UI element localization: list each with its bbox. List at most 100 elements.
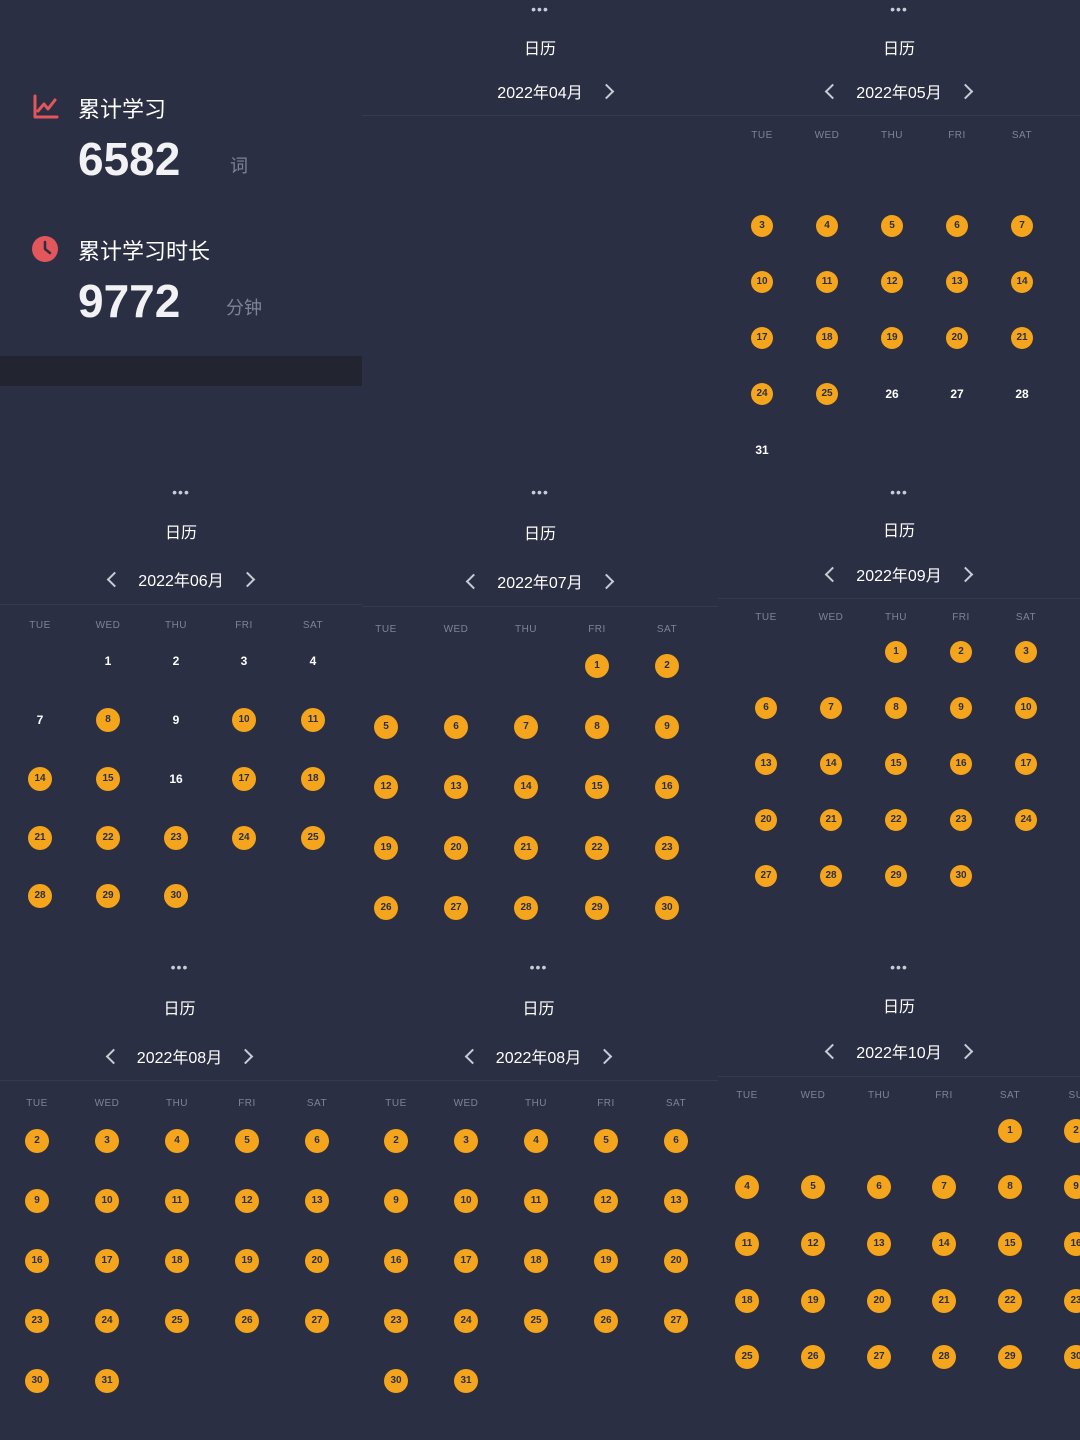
calendar-day-completed[interactable]: 20 [755,809,777,831]
calendar-day-completed[interactable]: 30 [1064,1345,1080,1369]
chevron-left-icon[interactable] [825,83,841,99]
calendar-day-completed[interactable]: 12 [881,271,903,293]
calendar-day-completed[interactable]: 4 [524,1129,548,1153]
calendar-day-completed[interactable]: 25 [165,1309,189,1333]
calendar-day-completed[interactable]: 23 [164,826,188,850]
calendar-day-completed[interactable]: 20 [946,327,968,349]
calendar-day-completed[interactable]: 7 [932,1175,956,1199]
calendar-day-completed[interactable]: 9 [384,1189,408,1213]
calendar-day-completed[interactable]: 28 [932,1345,956,1369]
calendar-day-completed[interactable]: 7 [1011,215,1033,237]
calendar-day-completed[interactable]: 3 [454,1129,478,1153]
calendar-day-completed[interactable]: 4 [816,215,838,237]
calendar-day-completed[interactable]: 19 [594,1249,618,1273]
calendar-day-completed[interactable]: 15 [96,767,120,791]
more-icon[interactable]: ••• [172,484,190,500]
chevron-right-icon[interactable] [957,83,973,99]
calendar-day-completed[interactable]: 19 [881,327,903,349]
calendar-day-completed[interactable]: 12 [374,775,398,799]
chevron-left-icon[interactable] [825,1043,841,1059]
calendar-day-completed[interactable]: 13 [946,271,968,293]
calendar-day-completed[interactable]: 10 [751,271,773,293]
calendar-day-completed[interactable]: 7 [820,697,842,719]
calendar-day-completed[interactable]: 22 [998,1289,1022,1313]
calendar-day-completed[interactable]: 9 [1064,1175,1080,1199]
calendar-day-completed[interactable]: 25 [816,383,838,405]
calendar-day-completed[interactable]: 28 [820,865,842,887]
calendar-day-completed[interactable]: 29 [885,865,907,887]
calendar-day-completed[interactable]: 22 [885,809,907,831]
calendar-day-completed[interactable]: 20 [305,1249,329,1273]
chevron-right-icon[interactable] [957,566,973,582]
calendar-day-completed[interactable]: 11 [301,708,325,732]
calendar-day-completed[interactable]: 16 [950,753,972,775]
calendar-day-completed[interactable]: 4 [735,1175,759,1199]
calendar-day-completed[interactable]: 23 [25,1309,49,1333]
calendar-day[interactable]: 26 [885,387,899,401]
calendar-day-completed[interactable]: 18 [735,1289,759,1313]
calendar-day-completed[interactable]: 17 [232,767,256,791]
calendar-day-completed[interactable]: 1 [585,654,609,678]
calendar-day-completed[interactable]: 16 [655,775,679,799]
calendar-day-completed[interactable]: 5 [594,1129,618,1153]
calendar-day-completed[interactable]: 24 [454,1309,478,1333]
calendar-day-completed[interactable]: 31 [454,1369,478,1393]
chevron-right-icon[interactable] [957,1043,973,1059]
calendar-day-completed[interactable]: 16 [25,1249,49,1273]
calendar-day[interactable]: 3 [240,654,248,668]
calendar-day-completed[interactable]: 22 [96,826,120,850]
chevron-left-icon[interactable] [466,573,482,589]
calendar-day-completed[interactable]: 8 [885,697,907,719]
more-icon[interactable]: ••• [170,959,189,975]
calendar-day-completed[interactable]: 18 [301,767,325,791]
calendar-day-completed[interactable]: 24 [1015,809,1037,831]
chevron-right-icon[interactable] [598,83,614,99]
calendar-day-completed[interactable]: 2 [950,641,972,663]
calendar-day-completed[interactable]: 9 [25,1189,49,1213]
calendar-day-completed[interactable]: 25 [301,826,325,850]
calendar-day-completed[interactable]: 18 [165,1249,189,1273]
calendar-day-completed[interactable]: 8 [998,1175,1022,1199]
calendar-day-completed[interactable]: 5 [374,715,398,739]
calendar-day-completed[interactable]: 1 [998,1119,1022,1143]
calendar-day-completed[interactable]: 3 [1015,641,1037,663]
calendar-day-completed[interactable]: 23 [384,1309,408,1333]
calendar-day-completed[interactable]: 28 [28,884,52,908]
calendar-day-completed[interactable]: 15 [585,775,609,799]
calendar-day-completed[interactable]: 16 [1064,1232,1080,1256]
calendar-day-completed[interactable]: 27 [305,1309,329,1333]
calendar-day-completed[interactable]: 27 [444,896,468,920]
calendar-day-completed[interactable]: 12 [594,1189,618,1213]
more-icon[interactable]: ••• [529,959,548,975]
calendar-day[interactable]: 31 [755,443,769,457]
calendar-day-completed[interactable]: 23 [1064,1289,1080,1313]
calendar-day-completed[interactable]: 20 [664,1249,688,1273]
more-icon[interactable]: ••• [890,1,908,17]
calendar-day-completed[interactable]: 25 [524,1309,548,1333]
calendar-day-completed[interactable]: 14 [514,775,538,799]
calendar-day-completed[interactable]: 11 [816,271,838,293]
calendar-day-completed[interactable]: 3 [95,1129,119,1153]
more-icon[interactable]: ••• [890,484,908,500]
calendar-day-completed[interactable]: 14 [28,767,52,791]
calendar-day-completed[interactable]: 13 [305,1189,329,1213]
calendar-day-completed[interactable]: 13 [444,775,468,799]
calendar-day-completed[interactable]: 2 [655,654,679,678]
calendar-day[interactable]: 7 [36,713,44,727]
calendar-day-completed[interactable]: 19 [374,836,398,860]
calendar-day-completed[interactable]: 26 [801,1345,825,1369]
calendar-day-completed[interactable]: 13 [755,753,777,775]
calendar-day-completed[interactable]: 19 [801,1289,825,1313]
calendar-day[interactable]: 27 [950,387,964,401]
calendar-day[interactable]: 28 [1015,387,1029,401]
calendar-day-completed[interactable]: 21 [1011,327,1033,349]
more-icon[interactable]: ••• [531,484,549,500]
calendar-day-completed[interactable]: 6 [755,697,777,719]
calendar-day-completed[interactable]: 24 [751,383,773,405]
calendar-day-completed[interactable]: 7 [514,715,538,739]
calendar-day-completed[interactable]: 15 [885,753,907,775]
calendar-day-completed[interactable]: 5 [881,215,903,237]
more-icon[interactable]: ••• [531,1,549,17]
calendar-day-completed[interactable]: 30 [384,1369,408,1393]
calendar-day-completed[interactable]: 9 [950,697,972,719]
